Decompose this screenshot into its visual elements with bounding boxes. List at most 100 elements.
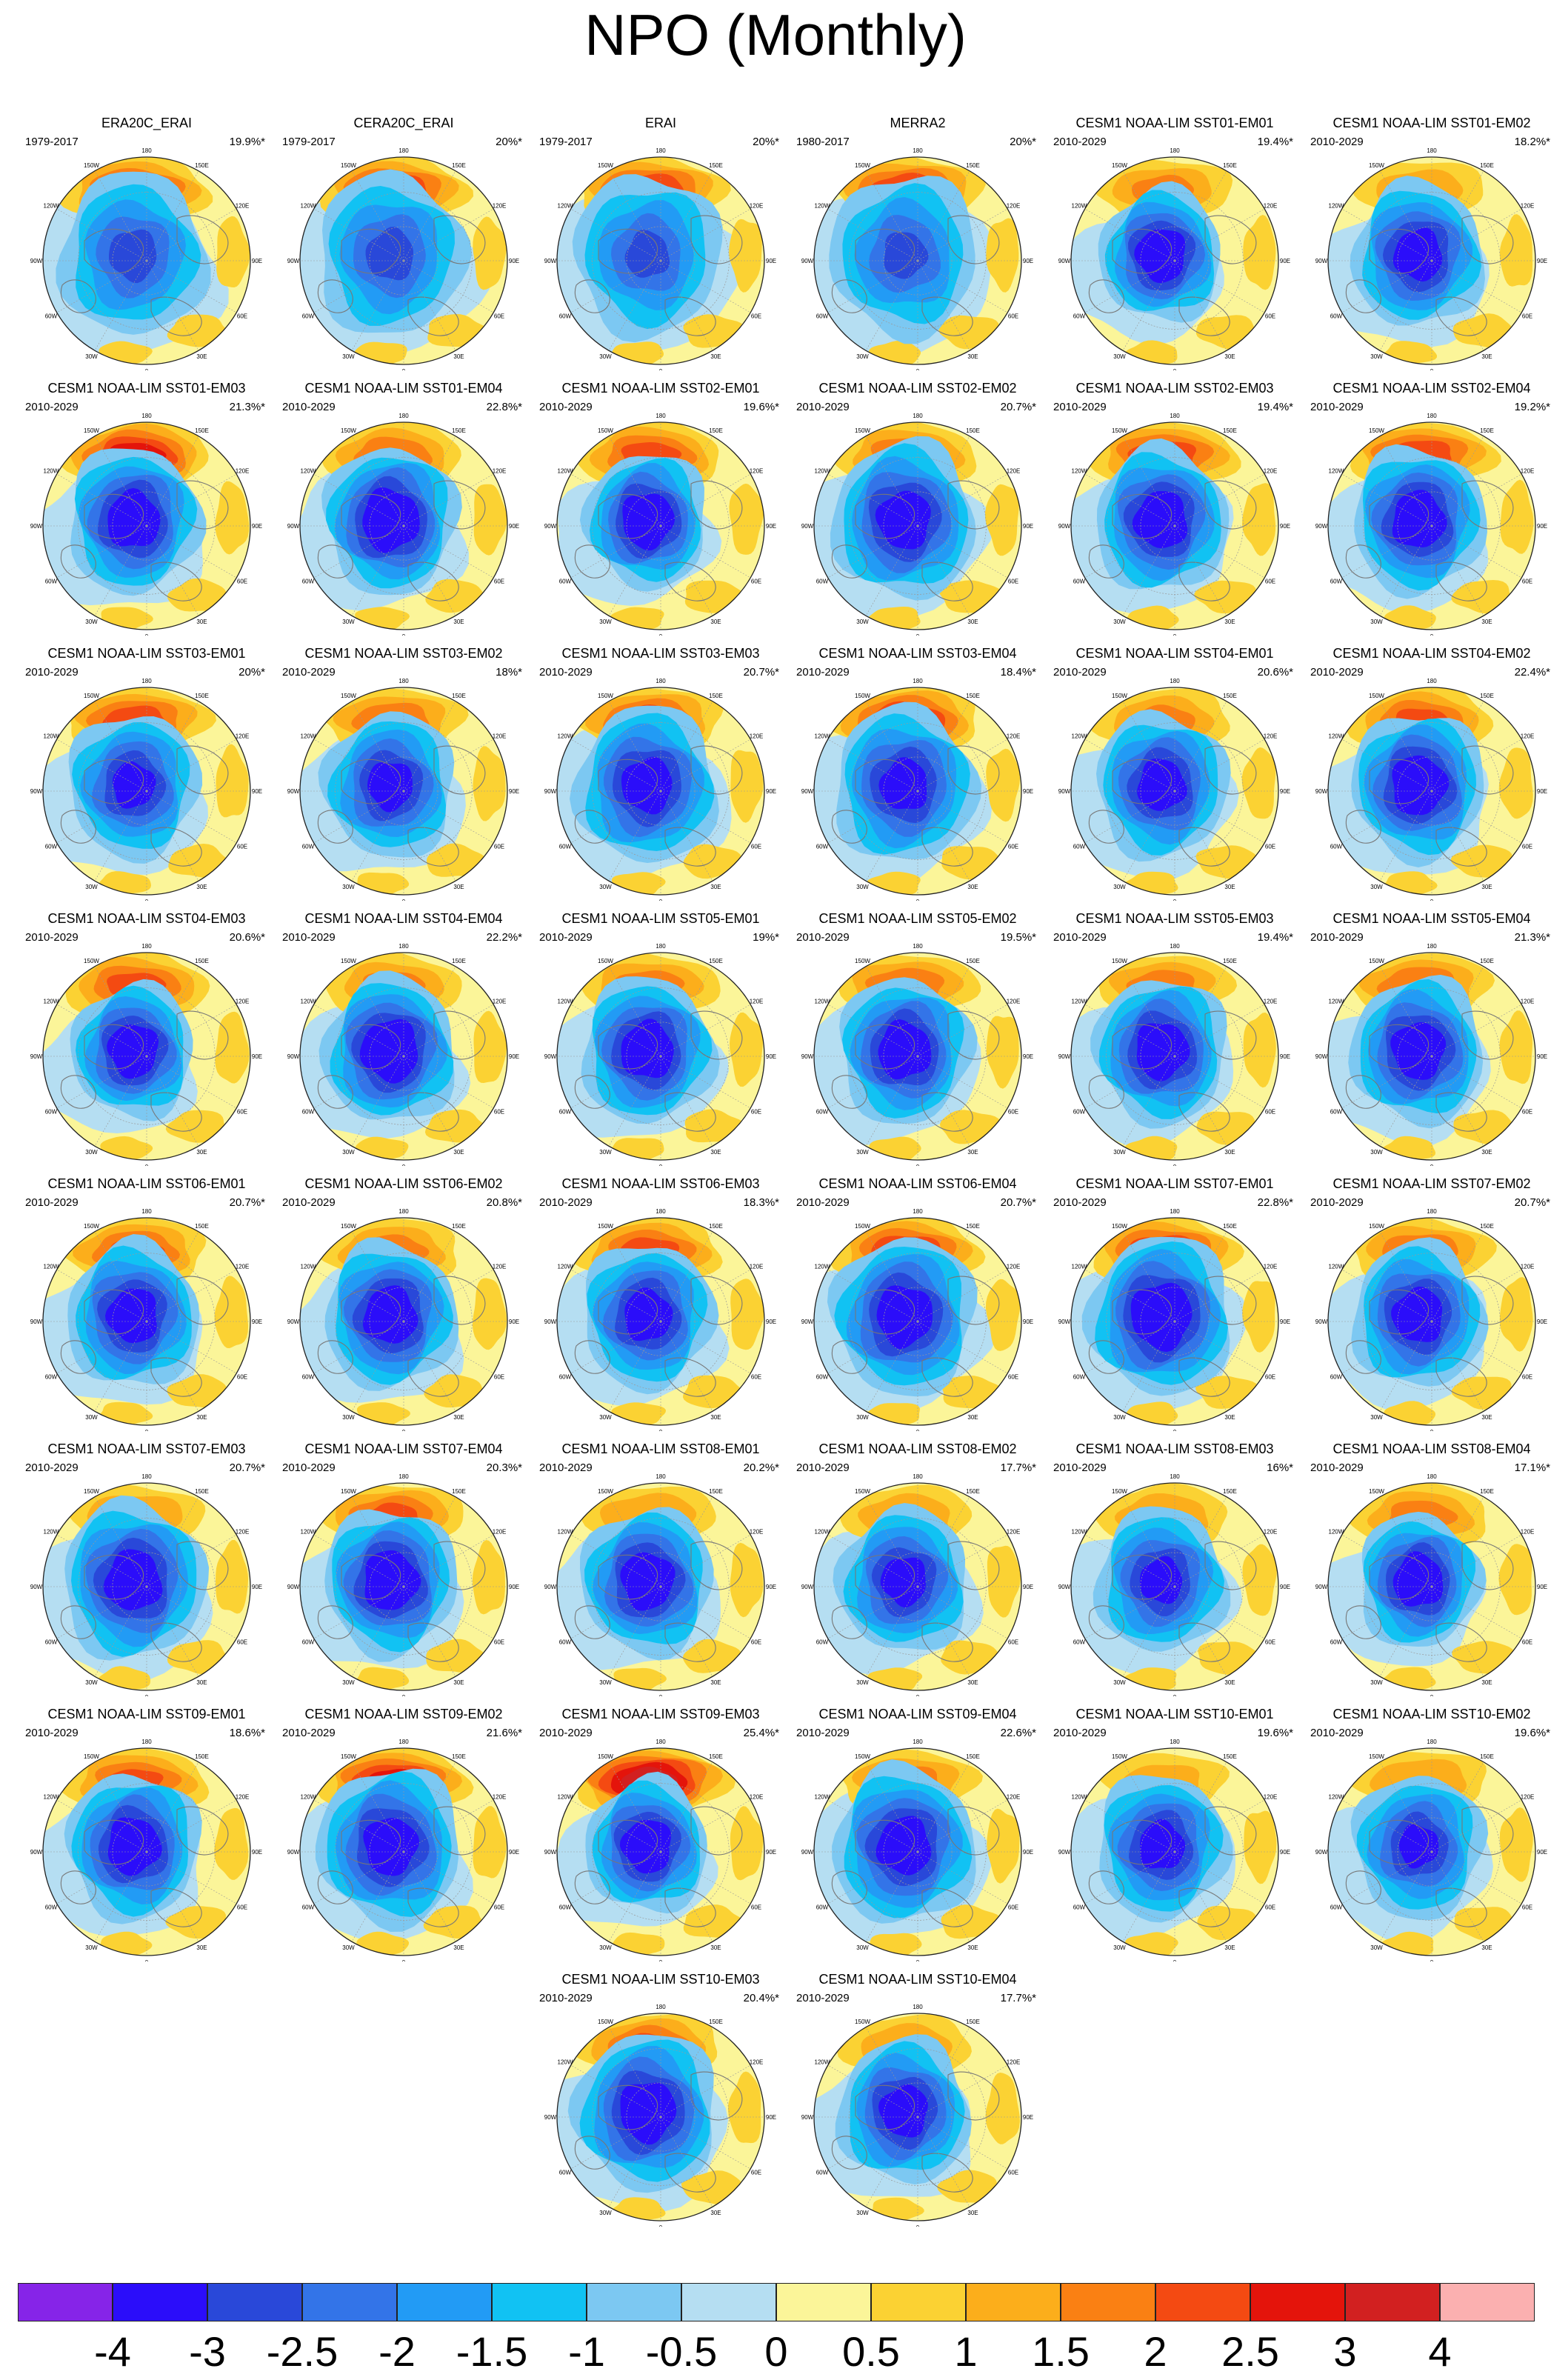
longitude-label: 120E	[1264, 1264, 1278, 1270]
longitude-label: 30E	[967, 1679, 978, 1686]
longitude-label: 60E	[494, 1374, 504, 1381]
latitude-circle	[369, 226, 438, 296]
meridian-line	[660, 473, 751, 527]
polar-map: 180 150W 150E 120W 120E 90W 90E 60W 60E 30W 30E 0	[30, 1739, 262, 1961]
panel-variance-explained: 19.2%*	[1514, 401, 1550, 413]
longitude-label: 120W	[301, 1529, 316, 1536]
panel-title: CESM1 NOAA-LIM SST09-EM01	[47, 1707, 246, 1721]
polar-map: 180 150W 150E 120W 120E 90W 90E 60W 60E 30W 30E 0	[544, 1473, 776, 1696]
longitude-label: 120W	[815, 1529, 830, 1536]
longitude-label: 0	[145, 1164, 149, 1166]
coastline	[433, 215, 486, 264]
longitude-label: 120W	[815, 2059, 830, 2066]
panel-title: CESM1 NOAA-LIM SST06-EM01	[47, 1176, 246, 1191]
meridian-line	[660, 1321, 751, 1374]
map-boundary	[299, 1482, 508, 1691]
longitude-label: 60E	[494, 1109, 504, 1116]
longitude-label: 150E	[195, 958, 209, 964]
panel-variance-explained: 21.3%*	[229, 401, 265, 413]
longitude-label: 60W	[302, 1109, 315, 1116]
longitude-label: 120W	[558, 1264, 573, 1270]
longitude-label: 150W	[1112, 162, 1127, 169]
colorbar-swatch	[966, 2283, 1061, 2321]
latitude-circle	[1397, 226, 1467, 296]
positive-patch	[1243, 1012, 1276, 1088]
longitude-label: 30W	[856, 619, 869, 625]
longitude-label: 120W	[301, 1794, 316, 1801]
latitude-circle	[626, 1021, 696, 1091]
longitude-label: 0	[916, 2224, 920, 2227]
negative-anomaly-contour	[875, 490, 931, 550]
panel-title: CESM1 NOAA-LIM SST10-EM04	[818, 1972, 1017, 1987]
coastline	[1345, 1340, 1381, 1374]
longitude-label: 180	[1427, 1208, 1437, 1215]
longitude-label: 60W	[302, 1904, 315, 1911]
longitude-label: 120E	[493, 1794, 507, 1801]
meridian-line	[660, 436, 713, 527]
longitude-label: 90W	[801, 258, 814, 264]
longitude-label: 90E	[1280, 1319, 1290, 1325]
positive-patch	[472, 1540, 505, 1615]
map-boundary	[299, 1217, 508, 1426]
longitude-label: 150E	[1223, 1223, 1237, 1230]
map-boundary	[1070, 1482, 1279, 1691]
latitude-circle	[1397, 1817, 1467, 1887]
longitude-label: 90E	[1537, 1053, 1547, 1060]
coastline	[176, 1276, 229, 1325]
longitude-label: 120E	[236, 999, 250, 1005]
coastline	[1112, 1554, 1173, 1600]
coastline	[1088, 1340, 1124, 1374]
longitude-label: 90W	[801, 1584, 814, 1590]
coastline	[1088, 810, 1124, 844]
panel-period: 2010-2029	[796, 1461, 850, 1474]
meridian-line	[403, 1851, 494, 1904]
polar-map: 180 150W 150E 120W 120E 90W 90E 60W 60E 30W 30E 0	[1315, 147, 1547, 370]
longitude-label: 120W	[1329, 203, 1344, 210]
longitude-label: 120E	[1264, 999, 1278, 1005]
longitude-label: 150E	[709, 958, 723, 964]
longitude-label: 180	[398, 147, 409, 154]
longitude-label: 150E	[452, 162, 466, 169]
coastline	[690, 2071, 743, 2121]
coastline	[921, 2153, 973, 2193]
coastline	[1369, 493, 1430, 539]
coastline	[1178, 827, 1230, 867]
longitude-label: 120E	[1264, 1794, 1278, 1801]
longitude-label: 150E	[1223, 1488, 1237, 1495]
positive-patch	[472, 1278, 507, 1350]
longitude-label: 120W	[815, 1794, 830, 1801]
map-panel: 180 150W 150E 120W 120E 90W 90E 60W 60E 30W 30E 0 CE…	[1303, 115, 1551, 370]
map-boundary	[299, 156, 508, 365]
longitude-label: 120E	[236, 203, 250, 210]
longitude-label: 30E	[1481, 619, 1492, 625]
coastline	[317, 810, 353, 844]
longitude-label: 60E	[1265, 1109, 1275, 1116]
coastline	[176, 480, 229, 530]
longitude-label: 90W	[801, 2114, 814, 2121]
coastline	[598, 1024, 658, 1070]
longitude-label: 30E	[710, 353, 721, 360]
longitude-label: 120E	[493, 468, 507, 475]
longitude-label: 30W	[1370, 353, 1383, 360]
longitude-label: 90W	[1315, 1584, 1328, 1590]
longitude-label: 30W	[856, 353, 869, 360]
meridian-line	[660, 1534, 751, 1587]
meridian-line	[660, 1799, 751, 1853]
map-boundary	[299, 687, 508, 896]
map-panel: 180 150W 150E 120W 120E 90W 90E 60W 60E 30W 30E 0 CE…	[18, 1706, 276, 1961]
longitude-label: 30W	[85, 884, 98, 890]
longitude-label: 30W	[1113, 353, 1126, 360]
longitude-label: 120W	[815, 1264, 830, 1270]
meridian-line	[403, 260, 494, 313]
longitude-label: 60E	[751, 579, 761, 585]
meridian-line	[313, 525, 404, 579]
panel-variance-explained: 20.3%*	[486, 1461, 522, 1474]
coastline	[831, 810, 867, 844]
meridian-line	[660, 1586, 751, 1639]
longitude-label: 180	[1427, 147, 1437, 154]
coastline	[947, 1806, 1000, 1856]
panel-period: 1979-2017	[539, 136, 593, 148]
meridian-line	[570, 208, 661, 261]
coastline	[433, 1541, 486, 1590]
longitude-label: 30W	[1370, 884, 1383, 890]
